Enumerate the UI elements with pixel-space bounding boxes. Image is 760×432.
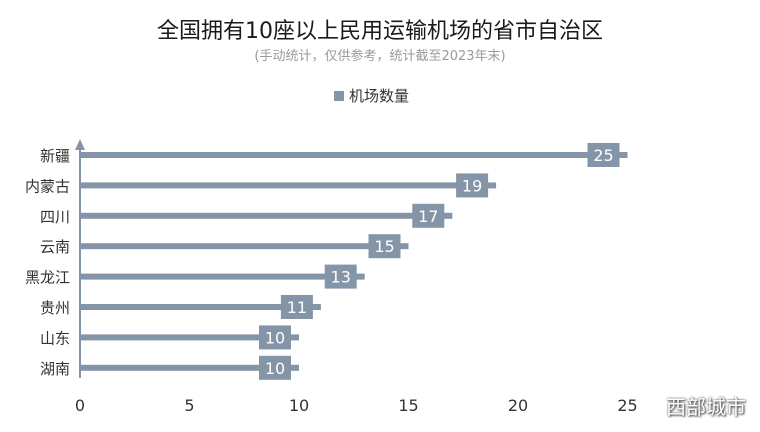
bar-value-box	[259, 355, 291, 380]
bar-value-label: 15	[374, 237, 394, 256]
bar-value-box	[412, 203, 445, 228]
bars: 新疆 25 内蒙古 19 四川 17 云南 15 黑龙江 13 贵州 11 山东 10 湖南 10	[25, 143, 628, 380]
bar	[80, 304, 321, 310]
y-axis-arrow	[75, 139, 85, 150]
category-label: 内蒙古	[25, 177, 70, 195]
bar-group: 内蒙古 19	[25, 173, 497, 198]
bar	[80, 364, 299, 371]
watermark: 西部城市	[666, 395, 746, 419]
bar-value-label: 11	[287, 298, 307, 317]
chart-title: 全国拥有10座以上民用运输机场的省市自治区	[157, 19, 603, 44]
bar-group: 新疆 25	[40, 143, 628, 167]
bar-value-box	[280, 295, 313, 319]
legend-label: 机场数量	[349, 87, 409, 105]
bar-group: 黑龙江 13	[25, 264, 365, 289]
bar-value-box	[368, 234, 401, 259]
category-label: 山东	[40, 329, 70, 347]
bar-value-label: 13	[331, 268, 351, 287]
category-label: 新疆	[40, 147, 70, 165]
x-tick-label: 15	[398, 396, 418, 415]
bar-value-box	[259, 325, 291, 350]
x-tick-label: 25	[617, 396, 637, 415]
bar-value-label: 10	[265, 328, 285, 347]
bar-value-label: 25	[593, 146, 613, 165]
bar	[80, 212, 453, 219]
bar	[80, 182, 497, 189]
bar-value-label: 19	[462, 176, 482, 195]
legend-swatch	[334, 91, 344, 101]
bar	[80, 273, 365, 280]
category-label: 湖南	[40, 360, 70, 378]
bar-value-box	[587, 143, 620, 167]
x-tick-label: 0	[75, 396, 85, 415]
bar-group: 贵州 11	[40, 295, 321, 319]
category-label: 四川	[40, 208, 70, 226]
bar-group: 湖南 10	[40, 355, 299, 380]
axis	[75, 139, 85, 378]
bar	[80, 243, 409, 250]
x-ticks: 0 5 10 15 20 25	[75, 396, 638, 415]
category-label: 黑龙江	[25, 269, 70, 287]
bar-value-label: 10	[265, 359, 285, 378]
bar	[80, 334, 299, 341]
category-label: 云南	[40, 238, 70, 256]
x-tick-label: 20	[508, 396, 528, 415]
bar-group: 四川 17	[40, 203, 453, 228]
chart-subtitle: (手动统计，仅供参考，统计截至2023年末)	[254, 48, 505, 64]
bar-value-label: 17	[418, 207, 438, 226]
category-label: 贵州	[40, 299, 70, 317]
bar-value-box	[324, 264, 357, 289]
bar	[80, 152, 628, 158]
x-tick-label: 5	[184, 396, 194, 415]
x-tick-label: 10	[289, 396, 309, 415]
bar-value-box	[456, 173, 489, 198]
bar-group: 云南 15	[40, 234, 409, 259]
bar-group: 山东 10	[40, 325, 299, 350]
